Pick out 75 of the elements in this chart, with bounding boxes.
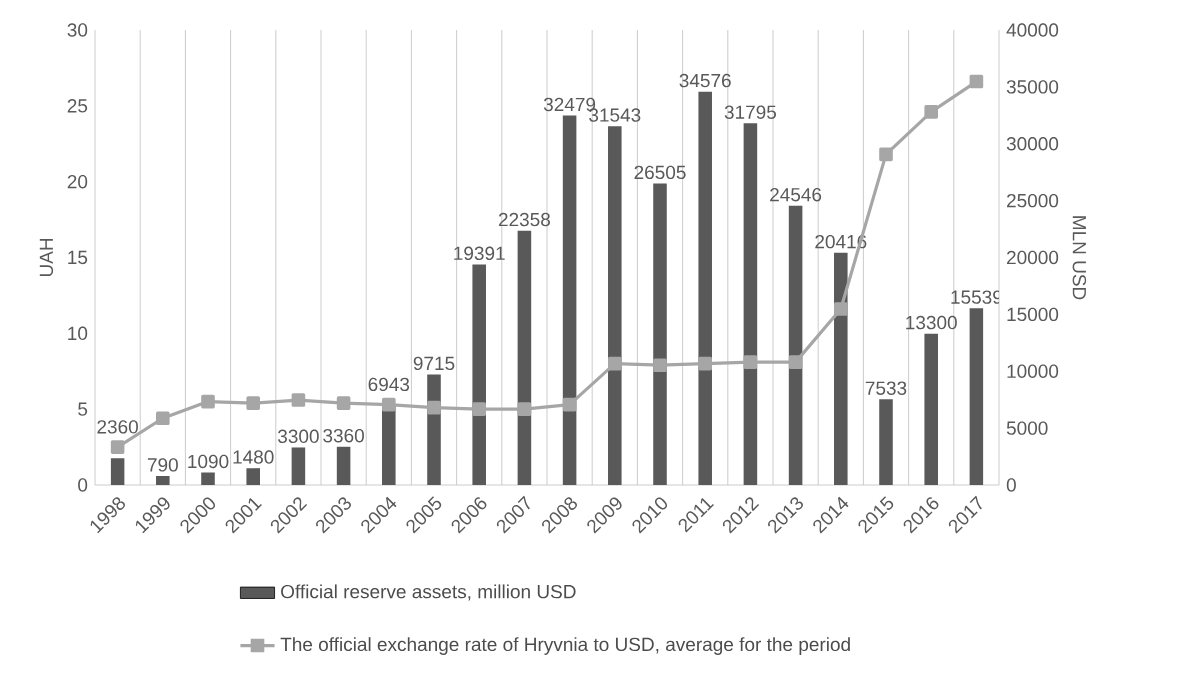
point bbox=[110, 440, 125, 454]
data-label: 31795 bbox=[724, 105, 777, 119]
legend-label: Official reserve assets, million USD bbox=[281, 584, 576, 601]
data-label: 3360 bbox=[323, 428, 364, 443]
bar bbox=[924, 333, 938, 485]
point bbox=[743, 355, 758, 369]
bar bbox=[472, 264, 486, 485]
data-label: 26505 bbox=[634, 165, 686, 180]
legend-label: The official exchange rate of Hryvnia to USD, average for the period bbox=[280, 637, 850, 655]
data-label: 6943 bbox=[368, 377, 410, 392]
point bbox=[698, 356, 712, 371]
point bbox=[653, 358, 667, 372]
bar bbox=[246, 468, 260, 485]
bar bbox=[879, 399, 893, 485]
data-label: 22358 bbox=[498, 212, 550, 227]
point bbox=[156, 411, 170, 426]
data-label: 9715 bbox=[413, 356, 455, 371]
point bbox=[427, 400, 441, 415]
bar bbox=[156, 476, 170, 485]
bar bbox=[291, 447, 306, 485]
y2-tick-label: 0 bbox=[1006, 478, 1016, 492]
y-tick-label: 30 bbox=[67, 23, 88, 37]
point bbox=[472, 402, 486, 416]
y2-tick-label: 30000 bbox=[1006, 137, 1059, 151]
bar bbox=[562, 115, 577, 485]
bar bbox=[110, 458, 125, 485]
bar bbox=[517, 230, 532, 485]
data-label: 24546 bbox=[770, 187, 822, 202]
bar bbox=[201, 472, 215, 485]
data-label: 7533 bbox=[865, 381, 907, 395]
y-tick-label: 25 bbox=[67, 99, 88, 113]
bar bbox=[743, 123, 758, 485]
point bbox=[336, 396, 351, 410]
data-label: 34576 bbox=[679, 73, 731, 88]
point bbox=[969, 74, 984, 89]
y-tick-label: 10 bbox=[68, 326, 88, 341]
point bbox=[879, 147, 893, 162]
bar bbox=[698, 91, 712, 485]
y-tick-label: 15 bbox=[68, 250, 88, 265]
y-tick-label: 5 bbox=[78, 402, 88, 416]
bar bbox=[969, 308, 984, 485]
data-label: 3300 bbox=[277, 429, 319, 444]
point bbox=[562, 397, 577, 412]
point bbox=[382, 397, 396, 412]
bar bbox=[653, 183, 667, 485]
bar bbox=[427, 374, 441, 485]
data-label: 19391 bbox=[454, 246, 505, 261]
y-tick-label: 0 bbox=[78, 478, 88, 492]
y-axis-title: UAH bbox=[39, 239, 54, 277]
point bbox=[291, 393, 306, 407]
data-label: 790 bbox=[147, 458, 178, 472]
point bbox=[517, 402, 532, 416]
y2-tick-label: 5000 bbox=[1006, 421, 1048, 435]
y-tick-label: 20 bbox=[67, 174, 88, 189]
y2-tick-label: 35000 bbox=[1006, 80, 1059, 94]
y2-tick-label: 10000 bbox=[1007, 364, 1059, 378]
bar bbox=[834, 252, 848, 485]
bar bbox=[608, 126, 622, 485]
y2-tick-label: 15000 bbox=[1007, 307, 1059, 322]
y2-axis-title: MLN USD bbox=[1072, 216, 1087, 300]
y2-tick-label: 20000 bbox=[1007, 250, 1059, 265]
data-label: 1090 bbox=[188, 454, 229, 469]
bar bbox=[788, 205, 803, 485]
y2-tick-label: 25000 bbox=[1007, 193, 1059, 208]
point bbox=[201, 394, 215, 409]
point bbox=[924, 105, 938, 119]
point bbox=[608, 356, 622, 371]
data-label: 2360 bbox=[97, 420, 138, 434]
point bbox=[834, 302, 848, 316]
bar bbox=[336, 446, 351, 485]
point bbox=[788, 355, 803, 369]
point bbox=[246, 396, 260, 410]
data-label: 13300 bbox=[906, 315, 957, 330]
y2-tick-label: 40000 bbox=[1006, 23, 1059, 37]
data-label: 1480 bbox=[233, 450, 274, 464]
